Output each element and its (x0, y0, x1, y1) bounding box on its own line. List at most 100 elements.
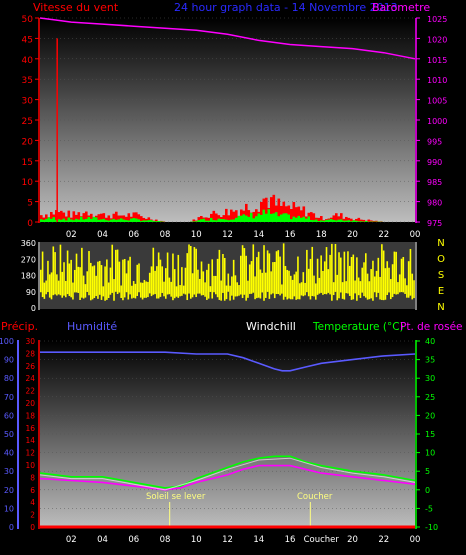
chart-main-title: 24 hour graph data - 14 Novembre 2013 (174, 1, 398, 14)
temperature-tick-label: -5 (425, 504, 433, 513)
wind-avg-bar (137, 219, 141, 222)
wind-avg-bar (240, 215, 243, 222)
wind-avg-bar (75, 218, 78, 222)
wind-gust-bar (340, 213, 343, 222)
direction-bar (275, 251, 278, 295)
direction-bar (159, 259, 162, 297)
direction-bar (195, 248, 197, 298)
precip-tick-label: 2 (30, 511, 35, 520)
direction-bar (182, 285, 185, 294)
direction-bar (341, 282, 344, 299)
wind-avg-bar (270, 213, 273, 222)
wind-avg-bar (110, 219, 113, 222)
direction-bar (407, 261, 410, 298)
direction-bar (93, 265, 96, 298)
temperature-tick-label: 15 (425, 430, 435, 439)
wind-avg-bar (272, 213, 276, 222)
time-tick-label: 06 (128, 230, 139, 240)
wind-avg-bar (365, 221, 368, 222)
wind-gust-bar (147, 217, 151, 222)
direction-bar (63, 262, 65, 296)
direction-bar (170, 281, 172, 297)
humidity-tick-label: 70 (4, 393, 14, 402)
direction-bar (370, 269, 372, 299)
temperature-tick-label: 30 (425, 374, 435, 383)
direction-bar (343, 251, 346, 300)
precip-tick-label: 16 (25, 424, 35, 433)
wind-gust-bar (302, 206, 306, 222)
time-tick-label: 22 (378, 535, 389, 545)
wind-avg-bar (247, 216, 251, 222)
direction-bar (373, 276, 376, 293)
barometer-line (39, 17, 416, 60)
wind-avg-bar (262, 209, 266, 222)
direction-bar (273, 262, 276, 299)
wind-gust-bar (142, 217, 146, 222)
temperature-tick-label: 20 (425, 411, 435, 420)
direction-bar (156, 266, 158, 299)
baro-tick-label: 985 (427, 178, 442, 187)
precip-tick-label: 22 (25, 387, 35, 396)
temperature-tick-label: 0 (425, 486, 430, 495)
wind-avg-bar (260, 214, 263, 222)
wind-gust-bar (155, 219, 158, 222)
wind-gust-bar (337, 216, 341, 222)
wind-avg-bar (80, 216, 83, 222)
wind-gust-bar (210, 213, 213, 222)
temperature-tick-label: 10 (425, 449, 435, 458)
direction-bar (240, 255, 242, 295)
direction-bar (81, 247, 83, 298)
direction-bar (68, 263, 71, 297)
direction-bar (72, 282, 74, 300)
direction-tick-label: 90 (26, 288, 36, 297)
wind-avg-bar (237, 215, 241, 222)
wind-gust-bar (362, 219, 366, 222)
direction-bar (261, 272, 264, 293)
temperature-tick-label: 40 (425, 337, 435, 346)
direction-bar (48, 274, 51, 298)
direction-bar (368, 281, 371, 300)
time-tick-label: 20 (347, 230, 358, 240)
wind-avg-bar (340, 219, 343, 222)
direction-bar (191, 273, 194, 298)
humidity-tick-label: 80 (4, 374, 14, 383)
direction-bar (234, 275, 237, 297)
wind-gust-bar (280, 205, 283, 222)
wind-avg-bar (215, 220, 218, 222)
wind-gust-bar (162, 221, 166, 222)
time-tick-label: 04 (97, 535, 108, 545)
temperature-tick-label: 5 (425, 467, 430, 476)
direction-bar (272, 262, 274, 294)
precip-tick-label: 12 (25, 449, 35, 458)
wind-tick-label: 25 (22, 117, 33, 127)
direction-bar (184, 267, 187, 295)
legend-precip: Précip. (1, 320, 38, 333)
wind-gust-bar (90, 213, 93, 222)
wind-avg-bar (322, 220, 326, 222)
wind-avg-bar (70, 219, 73, 222)
direction-bar (140, 282, 142, 298)
direction-bar (384, 268, 387, 300)
direction-bar (325, 247, 328, 295)
direction-bar (347, 251, 349, 294)
direction-bar (338, 252, 340, 299)
wind-gust-bar (195, 220, 198, 222)
wind-gust-bar (77, 212, 81, 222)
time-tick-label: 12 (222, 535, 233, 545)
wind-gust-bar (85, 211, 88, 222)
direction-compass-label: E (438, 286, 444, 297)
precip-tick-label: 4 (30, 498, 35, 507)
wind-gust-bar (75, 214, 78, 222)
wind-avg-bar (300, 217, 303, 222)
direction-bar (232, 259, 235, 300)
wind-avg-bar (287, 214, 291, 222)
direction-bar (161, 266, 164, 293)
direction-bar (145, 281, 147, 298)
wind-avg-bar (297, 215, 301, 222)
wind-gust-bar (345, 216, 348, 222)
baro-tick-label: 1025 (427, 15, 447, 24)
direction-bar (173, 269, 176, 299)
direction-bar (307, 268, 310, 297)
direction-bar (329, 254, 331, 295)
direction-bar (152, 247, 155, 295)
